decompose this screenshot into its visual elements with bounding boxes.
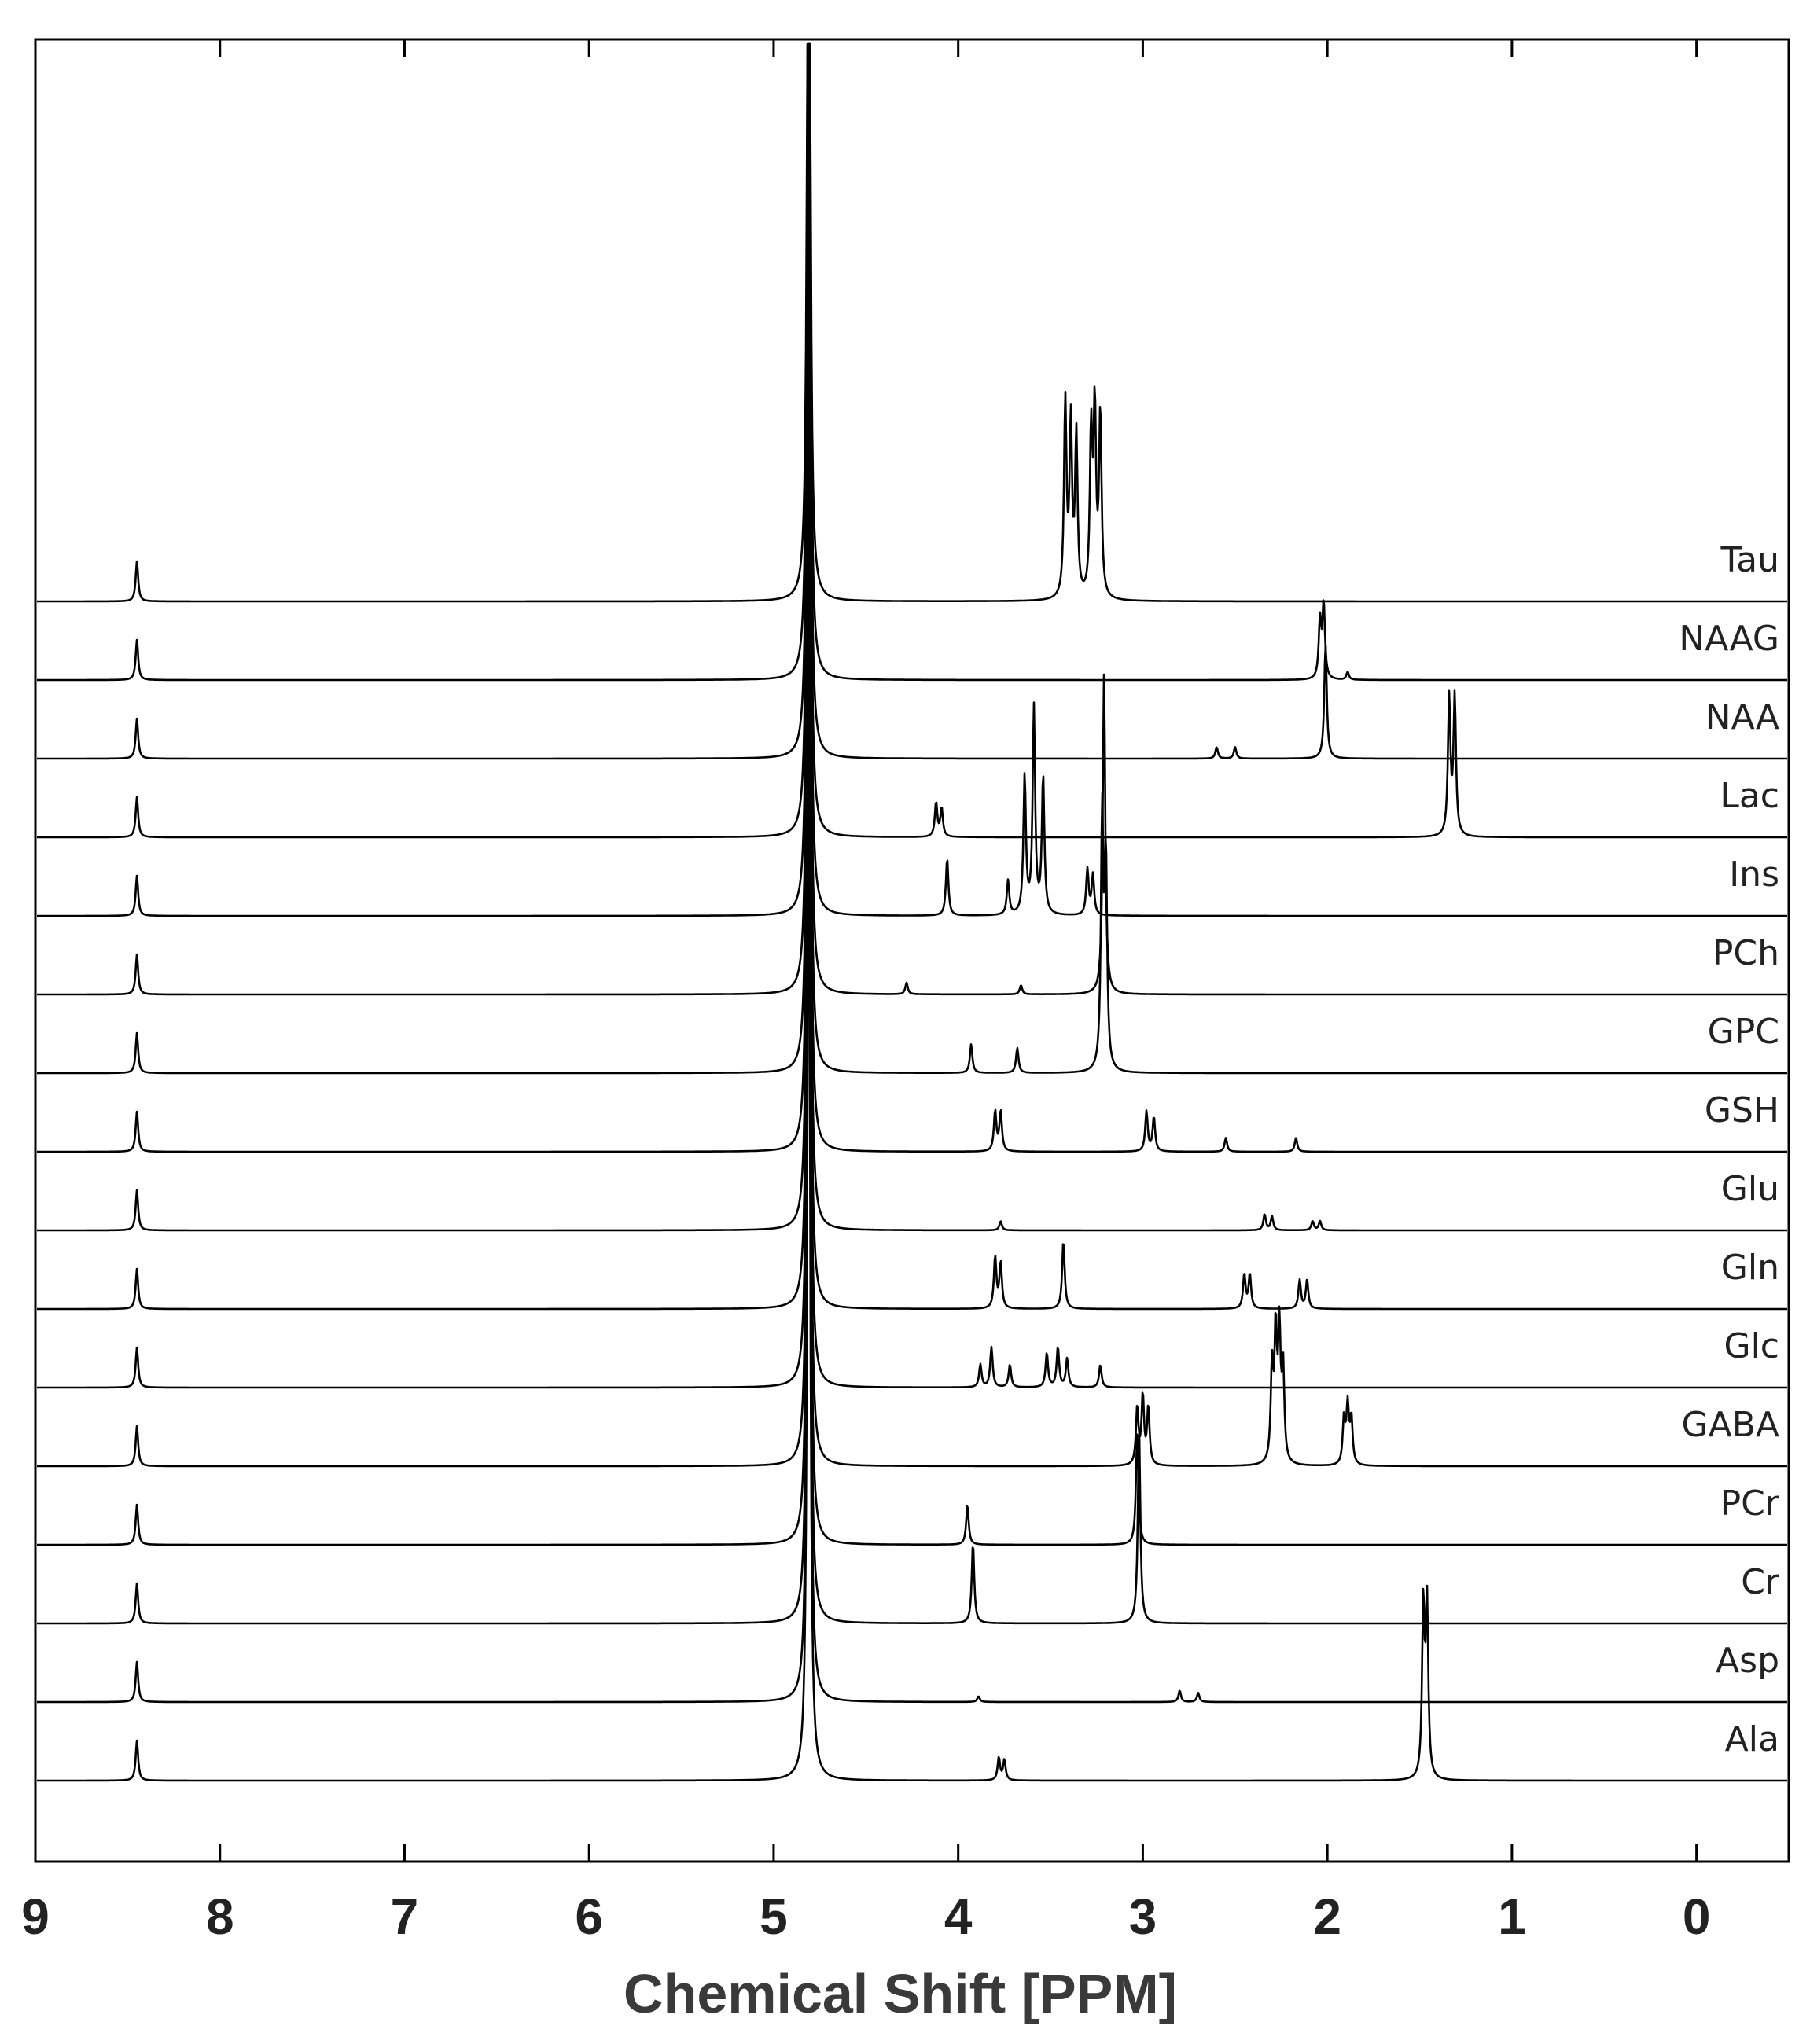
series-label-gaba: GABA: [1682, 1405, 1779, 1445]
spectrum-naag: [36, 42, 1788, 682]
spectrum-asp: [36, 616, 1788, 1704]
spectrum-glc: [36, 301, 1788, 1389]
spectrum-gln: [36, 222, 1788, 1311]
series-label-pcr: PCr: [1720, 1483, 1780, 1524]
x-tick-label-9: 9: [21, 1888, 50, 1945]
x-tick-label-6: 6: [575, 1888, 603, 1945]
spectrum-glu: [36, 144, 1788, 1232]
series-label-cr: Cr: [1741, 1562, 1780, 1602]
x-tick-label-0: 0: [1683, 1888, 1711, 1945]
x-tick-label-8: 8: [206, 1888, 234, 1945]
series-label-asp: Asp: [1716, 1641, 1779, 1681]
spectrum-naa: [36, 42, 1788, 760]
x-tick-label-3: 3: [1129, 1888, 1157, 1945]
x-tick-label-5: 5: [760, 1888, 788, 1945]
series-label-naa: NAA: [1705, 697, 1779, 737]
spectrum-cr: [36, 537, 1788, 1625]
spectrum-tau: [36, 42, 1788, 603]
plot-frame: [34, 38, 1790, 1863]
spectrum-gpc: [36, 42, 1788, 1075]
series-label-naag: NAAG: [1679, 619, 1779, 659]
spectrum-lac: [36, 42, 1788, 839]
spectrum-gaba: [36, 380, 1788, 1468]
x-tick-label-1: 1: [1498, 1888, 1526, 1945]
series-label-glc: Glc: [1724, 1326, 1779, 1366]
spectrum-ala: [36, 694, 1788, 1782]
series-label-glu: Glu: [1721, 1169, 1779, 1209]
x-tick-label-4: 4: [944, 1888, 973, 1945]
series-label-gsh: GSH: [1705, 1090, 1779, 1130]
series-label-lac: Lac: [1720, 776, 1779, 816]
spectra-group: [36, 42, 1788, 1782]
series-label-gpc: GPC: [1708, 1012, 1779, 1052]
x-axis-ticks: [34, 39, 1698, 1862]
spectrum-ins: [36, 42, 1788, 917]
series-labels: Tau NAAG NAA Lac Ins PCh GPC GSH Glu Gln Glc GABA PC…: [1679, 540, 1780, 1759]
spectrum-pch: [36, 42, 1788, 996]
x-tick-label-2: 2: [1313, 1888, 1341, 1945]
x-tick-label-7: 7: [391, 1888, 419, 1945]
series-label-ins: Ins: [1729, 855, 1779, 895]
series-label-pch: PCh: [1713, 933, 1779, 973]
series-label-ala: Ala: [1725, 1719, 1779, 1759]
series-label-tau: Tau: [1720, 540, 1779, 580]
spectrum-pcr: [36, 458, 1788, 1546]
x-axis-title: Chemical Shift [PPM]: [624, 1963, 1177, 2024]
x-axis-tick-labels: 9 8 7 6 5 4 3 2 1 0: [21, 1888, 1710, 1945]
spectrum-gsh: [36, 65, 1788, 1153]
series-label-gln: Gln: [1721, 1248, 1779, 1288]
